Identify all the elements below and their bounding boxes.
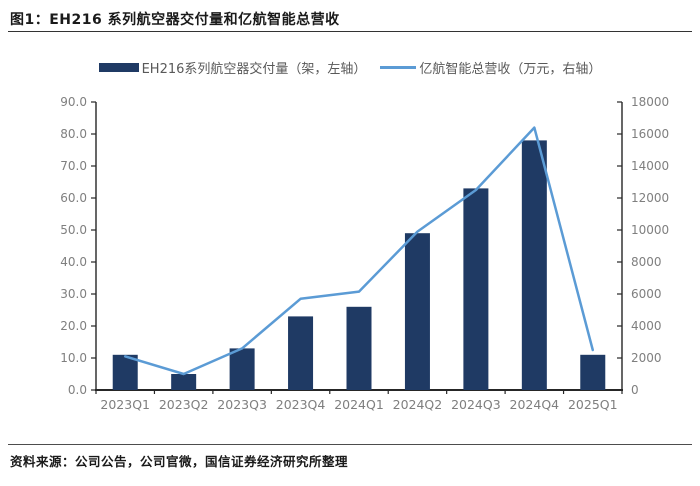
right-axis-tick-label: 12000 — [631, 191, 669, 205]
delivery-bar — [229, 348, 255, 390]
line-series-swatch-icon — [380, 66, 417, 69]
legend-label-revenue: 亿航智能总营收（万元，右轴） — [419, 62, 602, 77]
right-axis-tick-label: 14000 — [631, 159, 669, 173]
revenue-line — [123, 126, 595, 376]
x-axis-category-label: 2025Q1 — [568, 397, 618, 412]
left-axis-tick-label: 50.0 — [60, 223, 87, 237]
x-axis-category-label: 2024Q2 — [393, 397, 443, 412]
legend-label-deliveries: EH216系列航空器交付量（架，左轴） — [141, 62, 367, 77]
delivery-bar — [288, 316, 314, 390]
left-axis-tick-label: 70.0 — [60, 159, 87, 173]
right-axis-tick-label: 10000 — [631, 223, 669, 237]
delivery-bar — [463, 188, 489, 390]
delivery-bar — [346, 306, 372, 390]
left-axis-tick-label: 40.0 — [60, 255, 87, 269]
right-axis-tick-label: 6000 — [631, 287, 662, 301]
left-axis-tick-label: 20.0 — [60, 319, 87, 333]
page-title: 图1：EH216 系列航空器交付量和亿航智能总营收 — [10, 12, 340, 28]
delivery-bar — [521, 140, 547, 390]
delivery-bar — [112, 354, 138, 390]
x-axis-category-label: 2024Q3 — [451, 397, 501, 412]
delivery-bar — [580, 354, 606, 390]
delivery-bar — [404, 233, 430, 390]
x-axis-category-label: 2023Q4 — [276, 397, 326, 412]
right-axis-tick-label: 0 — [631, 383, 639, 397]
left-axis-tick-label: 80.0 — [60, 127, 87, 141]
source-note: 资料来源：公司公告，公司官微，国信证券经济研究所整理 — [10, 454, 349, 469]
legend-item-deliveries: EH216系列航空器交付量（架，左轴） — [98, 58, 367, 77]
x-axis-category-label: 2024Q4 — [510, 397, 560, 412]
x-axis-category-label: 2023Q3 — [217, 397, 267, 412]
left-axis-tick-label: 30.0 — [60, 287, 87, 301]
left-axis-tick-label: 10.0 — [60, 351, 87, 365]
chart-legend: EH216系列航空器交付量（架，左轴） 亿航智能总营收（万元，右轴） — [0, 58, 700, 77]
x-axis-category-label: 2023Q2 — [159, 397, 209, 412]
right-axis-tick-label: 2000 — [631, 351, 662, 365]
footer-divider — [8, 444, 692, 445]
delivery-bar — [171, 374, 197, 390]
chart-canvas: 0.0 10.0 20.0 30.0 40.0 50.0 60.0 70.0 80.0 90.0 0… — [60, 95, 669, 412]
left-axis-tick-label: 60.0 — [60, 191, 87, 205]
left-axis-tick-label: 0.0 — [68, 383, 87, 397]
title-divider — [8, 31, 692, 32]
left-axis-tick-label: 90.0 — [60, 95, 87, 109]
combo-chart: 0.0 10.0 20.0 30.0 40.0 50.0 60.0 70.0 80.0 90.0 0… — [0, 85, 700, 425]
x-axis-category-label: 2024Q1 — [334, 397, 384, 412]
x-axis-category-label: 2023Q1 — [100, 397, 150, 412]
right-axis-tick-label: 18000 — [631, 95, 669, 109]
right-axis-tick-label: 4000 — [631, 319, 662, 333]
legend-item-revenue: 亿航智能总营收（万元，右轴） — [380, 58, 601, 77]
right-axis-tick-label: 16000 — [631, 127, 669, 141]
bar-series-swatch-icon — [98, 63, 139, 72]
right-axis-tick-label: 8000 — [631, 255, 662, 269]
